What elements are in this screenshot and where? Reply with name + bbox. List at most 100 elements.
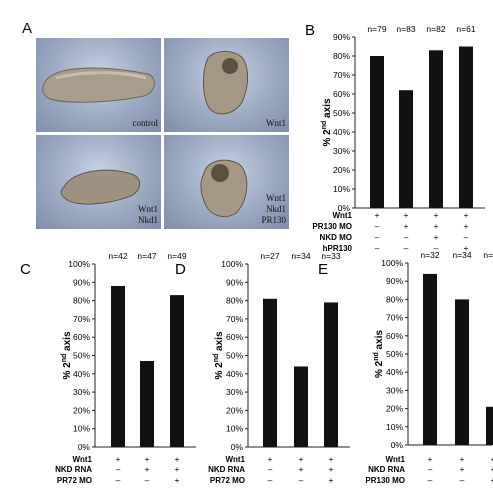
condition-name-d: Wnt1 [225, 455, 245, 464]
condition-name-d: NKD RNA [208, 465, 245, 474]
n-label-e-2: n=34 [452, 250, 471, 260]
condition-name-b: PR130 MO [312, 222, 352, 231]
y-tick-label-c: 60% [73, 332, 90, 342]
bar-e-1 [423, 273, 437, 445]
y-tick-label-c: 20% [73, 405, 90, 415]
y-tick-label-e: 30% [386, 385, 403, 395]
condition-mark-b: – [375, 243, 380, 253]
y-tick-label-d: 90% [226, 277, 243, 287]
condition-name-b: hPR130 [323, 244, 353, 253]
y-tick-label-c: 30% [73, 387, 90, 397]
y-tick-label-b: 80% [333, 51, 350, 61]
condition-mark-b: + [464, 210, 469, 220]
condition-mark-b: + [375, 210, 380, 220]
y-tick-label-d: 50% [226, 351, 243, 361]
y-tick-label-e: 20% [386, 404, 403, 414]
condition-mark-e: – [460, 475, 465, 485]
condition-name-e: NKD RNA [368, 465, 405, 474]
condition-mark-b: – [404, 232, 409, 242]
y-tick-label-b: 10% [333, 184, 350, 194]
y-tick-label-c: 50% [73, 351, 90, 361]
condition-mark-d: + [329, 454, 334, 464]
panel-label-b: B [305, 22, 315, 39]
embryo-wnt1-nkd1-shape [60, 169, 141, 205]
condition-mark-d: + [268, 454, 273, 464]
y-tick-label-b: 90% [333, 32, 350, 42]
condition-mark-d: + [299, 454, 304, 464]
y-tick-label-e: 60% [386, 331, 403, 341]
condition-mark-d: + [329, 464, 334, 474]
photo-caption-wnt1-nkd1-pr130: Wnt1 Nkd1 PR130 [261, 193, 286, 225]
condition-mark-c: + [175, 475, 180, 485]
condition-name-e: Wnt1 [385, 455, 405, 464]
condition-mark-b: – [434, 243, 439, 253]
condition-name-e: PR130 MO [365, 476, 405, 485]
condition-name-d: PR72 MO [210, 476, 245, 485]
y-tick-label-e: 10% [386, 422, 403, 432]
panel-label-d: D [175, 261, 186, 278]
bar-c-3 [170, 295, 184, 447]
condition-mark-b: – [375, 221, 380, 231]
n-label-c-3: n=49 [167, 251, 186, 261]
y-tick-label-e: 80% [386, 294, 403, 304]
embryo-photo-control: control [36, 38, 161, 132]
n-label-b-1: n=79 [367, 24, 386, 34]
condition-mark-b: + [404, 221, 409, 231]
y-axis-label-b: % 2nd axis [321, 98, 333, 146]
y-tick-label-d: 0% [231, 442, 244, 452]
bar-e-2 [455, 299, 469, 445]
photo-caption-control: control [132, 118, 159, 128]
condition-mark-d: + [329, 475, 334, 485]
y-tick-label-d: 100% [221, 259, 243, 269]
y-tick-label-c: 80% [73, 296, 90, 306]
condition-mark-b: + [404, 210, 409, 220]
condition-mark-e: + [460, 454, 465, 464]
panel-label-c: C [20, 261, 31, 278]
y-tick-label-d: 10% [226, 424, 243, 434]
photo-caption-wnt1-nkd1: Wnt1 Nkd1 [138, 204, 158, 225]
condition-mark-e: – [428, 464, 433, 474]
condition-mark-b: + [464, 243, 469, 253]
bar-c-1 [111, 285, 125, 447]
condition-mark-e: – [428, 475, 433, 485]
y-axis-label-d: % 2nd axis [213, 331, 225, 379]
y-axis-label-e: % 2nd axis [373, 330, 385, 378]
condition-mark-c: + [175, 454, 180, 464]
y-tick-label-b: 60% [333, 89, 350, 99]
embryo-photo-wnt1-nkd1: Wnt1 Nkd1 [36, 135, 161, 229]
y-tick-label-c: 90% [73, 277, 90, 287]
n-label-d-2: n=34 [291, 251, 310, 261]
n-label-c-1: n=42 [108, 251, 127, 261]
y-tick-label-c: 40% [73, 369, 90, 379]
condition-mark-b: – [404, 243, 409, 253]
y-tick-label-e: 100% [381, 258, 403, 268]
bar-b-2 [399, 90, 413, 208]
condition-mark-c: – [116, 464, 121, 474]
y-tick-label-d: 30% [226, 387, 243, 397]
condition-mark-b: + [464, 221, 469, 231]
y-tick-label-c: 0% [78, 442, 91, 452]
panel-label-a: A [22, 20, 33, 37]
condition-mark-c: – [116, 475, 121, 485]
y-tick-label-e: 0% [391, 440, 404, 450]
condition-mark-c: + [145, 454, 150, 464]
n-label-b-4: n=61 [456, 24, 475, 34]
y-axis-label-c: % 2nd axis [61, 331, 73, 379]
embryo-wnt1-shape [203, 51, 249, 115]
panel-label-e: E [318, 261, 328, 278]
y-tick-label-e: 40% [386, 367, 403, 377]
bar-d-2 [294, 366, 308, 447]
condition-mark-d: + [299, 464, 304, 474]
bar-b-1 [370, 56, 384, 208]
embryo-photo-wnt1-nkd1-pr130: Wnt1 Nkd1 PR130 [164, 135, 289, 229]
n-label-e-3: n=38 [483, 250, 493, 260]
y-tick-label-b: 20% [333, 165, 350, 175]
condition-mark-d: – [299, 475, 304, 485]
n-label-d-3: n=33 [321, 251, 340, 261]
n-label-b-3: n=82 [426, 24, 445, 34]
bar-b-4 [459, 46, 473, 208]
y-tick-label-c: 70% [73, 314, 90, 324]
y-tick-label-d: 80% [226, 296, 243, 306]
condition-mark-d: – [268, 464, 273, 474]
embryo-photo-wnt1: Wnt1 [164, 38, 289, 132]
